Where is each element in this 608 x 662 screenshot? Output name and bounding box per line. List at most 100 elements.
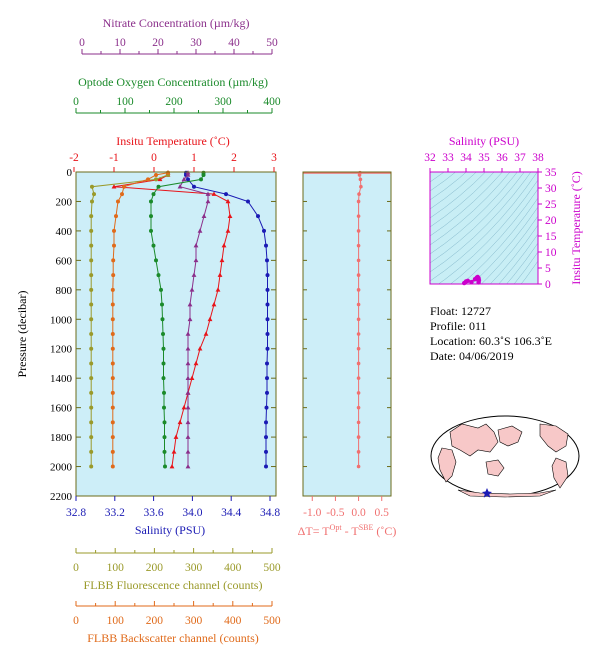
nitrate-point xyxy=(193,243,199,248)
ts-density-contour xyxy=(430,172,457,192)
salinity-point xyxy=(264,405,269,410)
deltat-point xyxy=(356,214,361,218)
nitrate-point xyxy=(187,316,193,322)
ts-density-contour xyxy=(481,215,538,284)
nitrate-tick-label: 0 xyxy=(79,37,85,49)
oxygen-point xyxy=(199,177,203,182)
deltat-point xyxy=(356,288,361,292)
pressure-tick-label: 1200 xyxy=(50,344,73,356)
salinity-series-line xyxy=(185,172,268,467)
salinity-point xyxy=(186,177,190,182)
temperature-point xyxy=(219,257,225,263)
temperature-axis-label: Insitu Temperature (˚C) xyxy=(116,134,230,148)
nitrate-point xyxy=(181,176,187,182)
salinity-point xyxy=(192,184,196,189)
backscatter-point xyxy=(110,376,115,381)
salinity-point xyxy=(265,346,270,351)
backscatter-point xyxy=(110,449,115,454)
pressure-tick-label: 800 xyxy=(56,285,73,297)
deltat-tick-label: 0.0 xyxy=(351,507,366,519)
backscatter-point xyxy=(110,390,115,395)
map-land-north-america xyxy=(539,423,569,453)
temperature-point xyxy=(221,243,227,248)
backscatter-tick-label: 100 xyxy=(107,615,125,627)
temperature-tick-label: 1 xyxy=(191,152,197,164)
fluorescence-point xyxy=(89,464,94,469)
salinity-axis-label: Salinity (PSU) xyxy=(135,523,205,537)
backscatter-tick-label: 300 xyxy=(185,615,203,627)
ts-density-contour xyxy=(430,172,495,228)
oxygen-point xyxy=(159,287,163,292)
temperature-point xyxy=(225,198,231,204)
fluorescence-tick-label: 300 xyxy=(185,562,203,574)
backscatter-point xyxy=(110,317,115,322)
ts-salinity-tick-label: 35 xyxy=(478,152,490,164)
oxygen-tick-label: 400 xyxy=(263,96,281,108)
map-land-asia-east xyxy=(497,425,523,447)
oxygen-point xyxy=(162,405,166,410)
ts-density-contour xyxy=(430,172,445,183)
salinity-point xyxy=(265,302,270,307)
temperature-tick-label: 2 xyxy=(231,152,237,164)
deltat-axis-label: ΔT= TOpt - TSBE (˚C) xyxy=(298,523,397,538)
temperature-point xyxy=(189,375,195,380)
oxygen-point xyxy=(161,332,165,336)
map-land-south-america xyxy=(551,457,569,489)
backscatter-point xyxy=(122,184,126,189)
nitrate-point xyxy=(185,360,191,366)
backscatter-point xyxy=(110,435,115,440)
oxygen-point xyxy=(162,420,167,425)
oxygen-point xyxy=(161,346,166,351)
ts-salinity-tick-label: 33 xyxy=(442,152,454,164)
nitrate-point xyxy=(191,272,197,277)
ts-point xyxy=(465,278,470,283)
info-float: Float: 12727 xyxy=(430,304,491,318)
ts-temperature-tick-label: 10 xyxy=(545,247,557,259)
backscatter-point xyxy=(110,464,115,469)
deltat-point xyxy=(356,450,361,454)
salinity-point xyxy=(265,361,269,366)
nitrate-point xyxy=(185,331,191,336)
temperature-point xyxy=(203,331,209,336)
salinity-point xyxy=(264,464,268,469)
nitrate-point xyxy=(185,434,191,439)
temperature-point xyxy=(173,434,179,439)
fluorescence-point xyxy=(89,228,94,233)
map-float-location-marker xyxy=(482,488,492,498)
salinity-tick-label: 34.0 xyxy=(182,507,202,519)
salinity-point xyxy=(265,273,270,278)
temperature-point xyxy=(181,405,187,410)
fluorescence-point xyxy=(89,361,94,366)
deltat-point xyxy=(356,229,361,233)
backscatter-tick-label: 500 xyxy=(263,615,281,627)
oxygen-point xyxy=(154,258,158,263)
ts-density-contour xyxy=(513,251,538,284)
pressure-tick-label: 200 xyxy=(56,196,73,208)
fluorescence-point xyxy=(154,177,158,182)
fluorescence-point xyxy=(89,435,94,440)
temperature-point xyxy=(157,176,163,182)
salinity-tick-label: 34.8 xyxy=(260,507,280,519)
backscatter-point xyxy=(166,170,170,175)
fluorescence-axis-label: FLBB Fluorescence channel (counts) xyxy=(84,578,263,592)
nitrate-point xyxy=(201,213,207,218)
fluorescence-point xyxy=(89,420,94,425)
fluorescence-tick-label: 100 xyxy=(107,562,125,574)
world-map xyxy=(430,415,580,498)
oxygen-point xyxy=(162,435,167,440)
ts-panel-bg xyxy=(430,172,538,284)
salinity-point xyxy=(224,192,228,197)
ts-point xyxy=(476,280,481,285)
ts-density-contours xyxy=(430,172,538,284)
nitrate-tick-label: 50 xyxy=(266,37,278,49)
deltat-point xyxy=(356,405,361,410)
backscatter-point xyxy=(110,405,115,410)
salinity-point xyxy=(265,317,270,322)
fluorescence-point xyxy=(89,317,94,322)
backscatter-axis-label: FLBB Backscatter channel (counts) xyxy=(87,631,259,645)
deltat-point xyxy=(358,177,363,182)
ts-density-contour xyxy=(430,172,518,255)
oxygen-point xyxy=(163,464,167,469)
deltat-point xyxy=(356,346,361,351)
